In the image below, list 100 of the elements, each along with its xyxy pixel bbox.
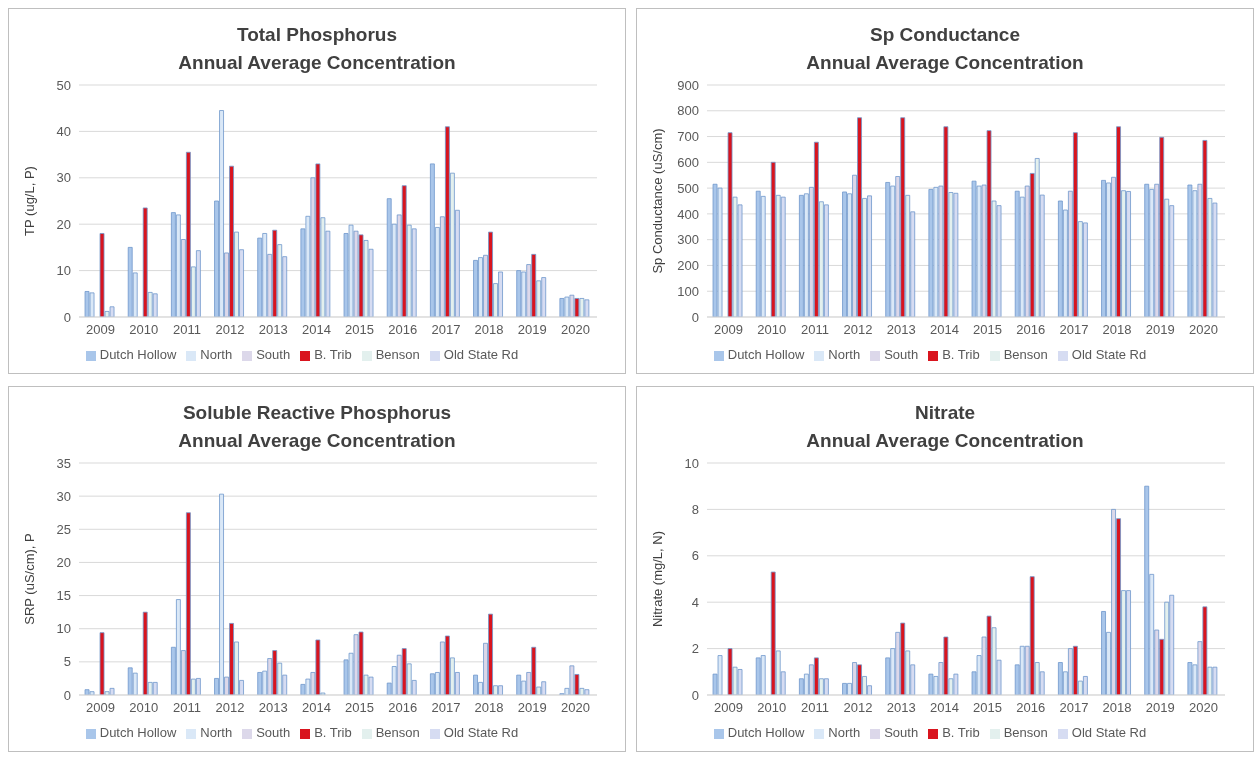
x-tick-label: 2011 xyxy=(172,700,201,716)
x-tick-label: 2011 xyxy=(800,322,829,338)
y-tick-label: 30 xyxy=(56,170,71,186)
chart-subtitle: Annual Average Concentration xyxy=(177,429,457,453)
legend-label: South xyxy=(884,725,919,740)
y-tick-label: 20 xyxy=(56,555,71,571)
legend-label: Benson xyxy=(1003,347,1048,362)
y-tick-label: 50 xyxy=(56,77,71,93)
legend-label: Old State Rd xyxy=(443,725,519,740)
legend-label: Dutch Hollow xyxy=(99,725,177,740)
x-tick-label: 2017 xyxy=(431,700,461,716)
legend-label: Old State Rd xyxy=(1071,725,1147,740)
y-tick-label: 400 xyxy=(677,206,699,222)
y-tick-label: 500 xyxy=(677,180,699,196)
x-tick-label: 2013 xyxy=(886,700,916,716)
x-tick-label: 2020 xyxy=(560,322,590,338)
x-tick-label: 2013 xyxy=(258,322,288,338)
x-tick-label: 2015 xyxy=(973,322,1003,338)
y-tick-label: 40 xyxy=(56,124,71,140)
legend-label: North xyxy=(828,725,861,740)
x-tick-label: 2012 xyxy=(215,700,245,716)
legend-label: North xyxy=(200,725,233,740)
legend-label: Benson xyxy=(375,347,420,362)
x-tick-label: 2018 xyxy=(474,322,504,338)
y-tick-label: 30 xyxy=(56,488,71,504)
x-tick-label: 2016 xyxy=(1016,700,1046,716)
y-tick-label: 20 xyxy=(56,216,71,232)
y-tick-label: 10 xyxy=(684,455,699,471)
y-tick-label: 5 xyxy=(63,654,71,670)
y-tick-label: 10 xyxy=(56,621,71,637)
x-tick-label: 2019 xyxy=(1145,700,1175,716)
x-tick-label: 2016 xyxy=(388,700,418,716)
x-tick-label: 2019 xyxy=(1145,322,1175,338)
x-tick-label: 2019 xyxy=(517,322,547,338)
legend-label: South xyxy=(884,347,919,362)
y-tick-label: 0 xyxy=(63,309,71,325)
y-tick-label: 900 xyxy=(677,77,699,93)
y-tick-label: 300 xyxy=(677,232,699,248)
y-tick-label: 10 xyxy=(56,263,71,279)
x-tick-label: 2014 xyxy=(929,322,959,338)
legend-label: Dutch Hollow xyxy=(99,347,177,362)
y-axis-title: TP (ug/L, P) xyxy=(21,166,37,236)
x-tick-label: 2020 xyxy=(1188,322,1218,338)
x-tick-label: 2015 xyxy=(345,700,375,716)
x-tick-label: 2012 xyxy=(843,322,873,338)
legend-label: B. Trib xyxy=(314,725,352,740)
chart-subtitle: Annual Average Concentration xyxy=(805,429,1085,453)
x-tick-label: 2011 xyxy=(800,700,829,716)
legend-label: B. Trib xyxy=(314,347,352,362)
y-tick-label: 0 xyxy=(691,309,699,325)
x-tick-label: 2014 xyxy=(929,700,959,716)
y-tick-label: 8 xyxy=(691,502,699,518)
legend-label: South xyxy=(256,725,291,740)
chart-title: Soluble Reactive Phosphorus xyxy=(181,401,453,425)
x-tick-label: 2010 xyxy=(129,322,159,338)
x-tick-label: 2019 xyxy=(517,700,547,716)
x-tick-label: 2014 xyxy=(301,700,331,716)
x-tick-label: 2015 xyxy=(345,322,375,338)
x-tick-label: 2017 xyxy=(1059,322,1089,338)
y-tick-label: 25 xyxy=(56,521,71,537)
y-tick-label: 100 xyxy=(677,283,699,299)
legend-label: B. Trib xyxy=(942,347,980,362)
x-tick-label: 2020 xyxy=(560,700,590,716)
x-tick-label: 2010 xyxy=(129,700,159,716)
y-tick-label: 2 xyxy=(691,641,699,657)
x-tick-label: 2013 xyxy=(258,700,288,716)
y-tick-label: 0 xyxy=(691,687,699,703)
chart-title: Nitrate xyxy=(913,401,977,425)
legend-label: Old State Rd xyxy=(1071,347,1147,362)
x-tick-label: 2015 xyxy=(973,700,1003,716)
chart-subtitle: Annual Average Concentration xyxy=(177,51,457,75)
x-tick-label: 2018 xyxy=(1102,322,1132,338)
y-axis-title: Sp Conductance (uS/cm) xyxy=(649,128,665,274)
y-tick-label: 15 xyxy=(56,588,71,604)
x-tick-label: 2009 xyxy=(86,322,116,338)
x-tick-label: 2020 xyxy=(1188,700,1218,716)
x-tick-label: 2009 xyxy=(714,700,744,716)
y-tick-label: 800 xyxy=(677,103,699,119)
legend-label: North xyxy=(828,347,861,362)
legend-label: Dutch Hollow xyxy=(727,725,805,740)
x-tick-label: 2013 xyxy=(886,322,916,338)
x-tick-label: 2017 xyxy=(1059,700,1089,716)
y-tick-label: 35 xyxy=(56,455,71,471)
legend-label: Benson xyxy=(375,725,420,740)
x-tick-label: 2010 xyxy=(757,700,787,716)
legend-label: Benson xyxy=(1003,725,1048,740)
x-tick-label: 2016 xyxy=(1016,322,1046,338)
x-tick-label: 2011 xyxy=(172,322,201,338)
chart-title: Sp Conductance xyxy=(869,23,1021,47)
x-tick-label: 2009 xyxy=(86,700,116,716)
y-tick-label: 0 xyxy=(63,687,71,703)
x-tick-label: 2018 xyxy=(1102,700,1132,716)
x-tick-label: 2017 xyxy=(431,322,461,338)
y-tick-label: 200 xyxy=(677,258,699,274)
x-tick-label: 2010 xyxy=(757,322,787,338)
x-tick-label: 2018 xyxy=(474,700,504,716)
legend-label: B. Trib xyxy=(942,725,980,740)
legend-label: Old State Rd xyxy=(443,347,519,362)
chart-title: Total Phosphorus xyxy=(235,23,399,47)
x-tick-label: 2012 xyxy=(215,322,245,338)
